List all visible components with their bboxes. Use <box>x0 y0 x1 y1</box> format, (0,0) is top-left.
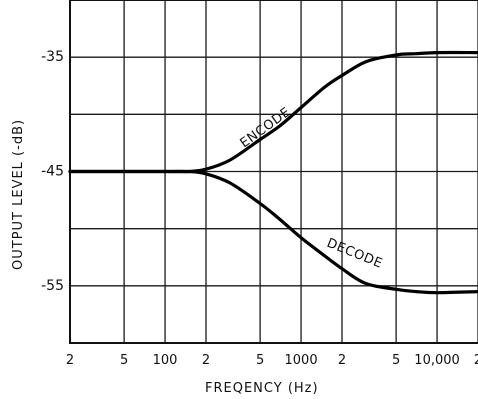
x-tick-label: 1000 <box>285 353 318 368</box>
x-tick-label: 5 <box>120 353 128 368</box>
x-tick-label: 2 <box>66 353 74 368</box>
x-tick-label: 2 <box>474 353 478 368</box>
tick-labels: 2 5 100 2 5 1000 2 5 10,000 2 -35 -45 -55 <box>41 49 478 368</box>
encode-curve-label: ENCODE <box>238 105 294 152</box>
x-tick-label: 5 <box>392 353 400 368</box>
y-tick-label: -45 <box>41 164 64 180</box>
decode-curve-label: DECODE <box>325 236 385 272</box>
curves <box>68 50 478 295</box>
x-tick-label: 2 <box>338 353 346 368</box>
x-axis-label: FREQENCY (Hz) <box>205 381 319 396</box>
x-tick-label: 100 <box>153 353 178 368</box>
x-tick-label: 10,000 <box>414 353 460 368</box>
y-axis-label: OUTPUT LEVEL (-dB) <box>11 119 26 270</box>
y-tick-label: -55 <box>41 278 64 294</box>
x-tick-label: 2 <box>202 353 210 368</box>
y-tick-label: -35 <box>41 49 64 65</box>
x-tick-label: 5 <box>256 353 264 368</box>
decode-curve <box>68 169 478 295</box>
